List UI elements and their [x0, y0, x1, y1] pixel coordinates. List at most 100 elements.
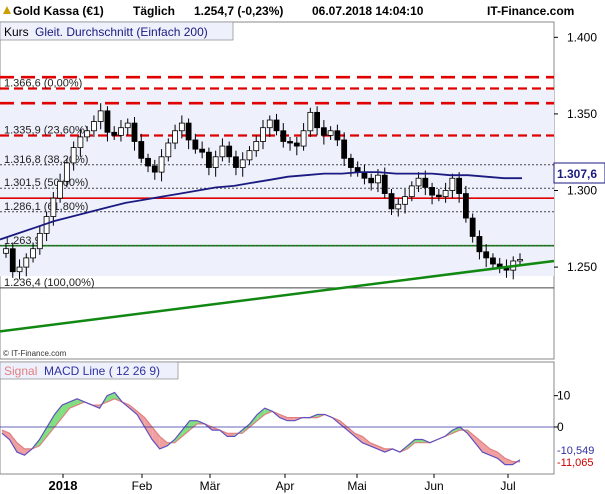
gold-triangle-icon — [3, 4, 11, 18]
fib-label: 1.335,9 (23,60%) — [4, 125, 88, 137]
x-tick-label: Mär — [200, 479, 221, 493]
fib-label: 1.236,4 (100,00%) — [4, 277, 95, 289]
candle-body — [23, 257, 30, 268]
candle-body — [151, 165, 158, 173]
macd-histogram-fill — [17, 442, 25, 456]
candle-body — [422, 177, 429, 188]
candle-body — [36, 232, 43, 250]
candle-body — [435, 194, 442, 198]
candle-body — [253, 141, 260, 152]
candle-body — [408, 185, 415, 198]
y-tick-label: 1.350 — [567, 107, 597, 121]
x-tick-label: Apr — [276, 479, 295, 493]
fib-label: 1.286,1 (61,80%) — [4, 201, 88, 213]
candle-body — [334, 130, 341, 141]
candle-body — [70, 147, 77, 164]
candle-body — [178, 122, 185, 132]
candle-body — [388, 193, 395, 210]
x-tick-label: Jul — [500, 479, 515, 493]
macd-histogram-fill — [414, 439, 423, 443]
candle-body — [226, 145, 233, 158]
candle-body — [205, 151, 212, 168]
macd-histogram-fill — [264, 408, 273, 415]
macd-histogram-fill — [54, 405, 63, 427]
timestamp: 06.07.2018 14:04:10 — [312, 4, 424, 18]
candle-body — [50, 197, 57, 217]
candle-body — [449, 177, 456, 191]
candle-body — [104, 110, 111, 133]
x-tick-label: Mai — [347, 479, 366, 493]
candle-body — [260, 127, 266, 142]
kurs-label: Kurs — [4, 25, 29, 39]
candle-body — [442, 190, 449, 198]
signal-value-label: -11,065 — [557, 457, 594, 469]
sma-legend: Gleit. Durchschnitt (Einfach 200) — [35, 25, 208, 39]
candle-body — [476, 236, 483, 253]
y-tick-label: 1.250 — [567, 260, 597, 274]
candle-body — [111, 131, 118, 136]
macd-histogram-fill — [62, 401, 70, 418]
brand-label: IT-Finance.com — [487, 4, 575, 18]
candle-body — [266, 119, 273, 129]
candle-body — [300, 130, 307, 147]
instrument-title: Gold Kassa (€1) — [13, 4, 104, 18]
candle-body — [361, 171, 368, 179]
macd-histogram-fill — [504, 458, 513, 465]
candle-body — [517, 259, 523, 262]
candle-body — [320, 127, 327, 136]
candle-body — [165, 142, 172, 158]
copyright: © IT-Finance.com — [3, 349, 67, 358]
y-tick-label: 1.300 — [567, 184, 597, 198]
candle-body — [63, 162, 70, 182]
macd-histogram-fill — [377, 445, 385, 453]
candle-body — [199, 148, 206, 153]
macd-histogram-fill — [287, 417, 295, 421]
fib-label: 1.301,5 (50,00%) — [4, 177, 88, 189]
candle-body — [9, 248, 16, 273]
macd-histogram-fill — [182, 420, 190, 437]
candle-body — [158, 156, 165, 173]
candle-body — [314, 111, 321, 129]
candle-body — [287, 141, 293, 144]
macd-y-tick-label: 10 — [557, 389, 571, 403]
macd-panel — [0, 361, 555, 475]
interval-label: Täglich — [133, 4, 176, 18]
macd-histogram-fill — [47, 414, 55, 437]
candle-body — [91, 121, 97, 132]
candle-body — [395, 203, 402, 210]
candle-body — [30, 248, 36, 259]
macd-histogram-fill — [369, 442, 378, 449]
macd-histogram-fill — [482, 442, 490, 456]
candle-body — [145, 157, 151, 167]
macd-legend: MACD Line ( 12 26 9) — [44, 364, 160, 378]
macd-value-label: -10,549 — [557, 445, 594, 457]
macd-histogram-fill — [257, 408, 265, 421]
candle-body — [273, 119, 280, 132]
candle-body — [16, 266, 23, 273]
candle-body — [124, 122, 131, 129]
macd-line — [1, 391, 521, 466]
sma200-line — [0, 171, 522, 241]
candle-body — [97, 110, 104, 122]
macd-histogram-fill — [9, 433, 18, 453]
fib-label: 1.366,6 (0,00%) — [4, 77, 82, 89]
candle-body — [415, 177, 422, 187]
y-tick-label: 1.400 — [567, 30, 597, 44]
macd-histogram-fill — [144, 417, 153, 440]
candle-body — [185, 122, 192, 141]
macd-histogram-fill — [189, 420, 198, 431]
x-tick-label: 2018 — [49, 478, 78, 493]
candle-body — [490, 257, 496, 265]
current-price-label: 1.307,6 — [557, 167, 597, 181]
candle-body — [402, 196, 408, 205]
candle-body — [131, 122, 138, 142]
macd-histogram-fill — [279, 414, 288, 421]
candle-body — [307, 111, 314, 132]
candle-body — [381, 174, 388, 194]
candle-body — [456, 177, 463, 194]
candle-body — [118, 127, 124, 136]
candle-body — [368, 177, 375, 184]
candle-body — [3, 248, 9, 254]
macd-histogram-fill — [77, 398, 85, 406]
